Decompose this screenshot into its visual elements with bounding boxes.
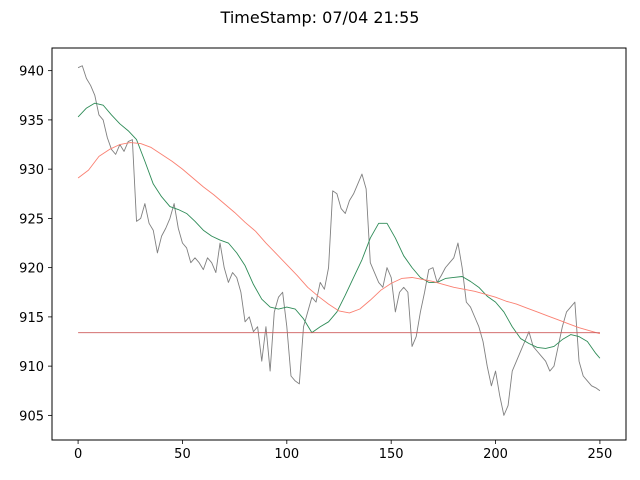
x-tick-label: 0: [74, 447, 82, 462]
chart-title: TimeStamp: 07/04 21:55: [220, 8, 420, 27]
axes-frame: [51, 47, 627, 441]
x-axis: 0 50 100 150 200 250: [74, 440, 612, 462]
y-tick-label: 920: [19, 262, 44, 277]
y-tick-label: 905: [19, 409, 44, 424]
x-tick-label: 250: [587, 447, 612, 462]
y-tick-label: 930: [19, 163, 44, 178]
series-line-3: [77, 142, 601, 335]
y-tick-label: 935: [19, 114, 44, 129]
y-tick-label: 925: [19, 212, 44, 227]
x-tick-label: 50: [174, 447, 191, 462]
y-tick-label: 940: [19, 65, 44, 80]
y-tick-label: 910: [19, 360, 44, 375]
series-layer: [77, 65, 601, 416]
series-line-1: [77, 65, 601, 416]
x-tick-label: 200: [483, 447, 508, 462]
plot-area: 0 50 100 150 200 250 905 910 915 920 925 930 935 940: [19, 47, 627, 462]
x-tick-label: 100: [274, 447, 299, 462]
y-axis: 905 910 915 920 925 930 935 940: [19, 65, 52, 424]
x-tick-label: 150: [379, 447, 404, 462]
y-tick-label: 915: [19, 311, 44, 326]
